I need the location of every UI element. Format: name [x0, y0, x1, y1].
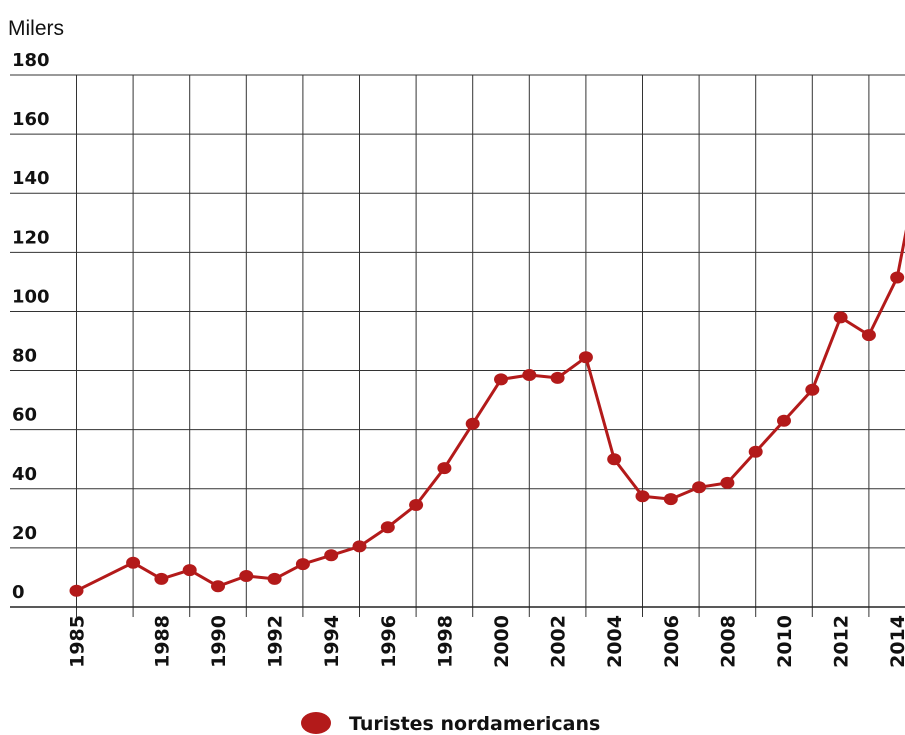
- data-point: [833, 311, 848, 324]
- x-tick-label: 2000: [491, 615, 513, 668]
- x-tick-label: 2010: [774, 615, 796, 668]
- data-point: [663, 493, 678, 506]
- x-tick-label: 2004: [604, 615, 626, 668]
- y-tick-label: 180: [12, 50, 50, 71]
- series-layer: [69, 229, 905, 597]
- data-point: [777, 414, 791, 427]
- y-tick-label: 120: [12, 227, 50, 248]
- vertical-gridlines: [76, 75, 870, 617]
- legend-label: Turistes nordamericans: [349, 713, 600, 735]
- data-point: [295, 558, 310, 571]
- data-point: [550, 371, 565, 384]
- data-point: [324, 549, 339, 562]
- x-tick-label: 1998: [434, 615, 456, 668]
- y-axis-unit-label: Milers: [8, 17, 64, 40]
- data-point: [437, 462, 452, 475]
- data-point: [692, 481, 707, 494]
- x-tick-label: 2006: [661, 615, 683, 668]
- data-point: [748, 445, 763, 458]
- data-point: [267, 572, 282, 585]
- x-tick-label: 1994: [321, 615, 343, 668]
- data-point: [69, 584, 84, 597]
- y-tick-label: 100: [12, 286, 50, 307]
- x-tick-label: 1985: [67, 615, 89, 668]
- legend-marker: [301, 712, 331, 734]
- y-tick-label: 20: [12, 523, 37, 544]
- y-axis-ticks: 0 20 40 60 80 100 120 140 160 180: [12, 50, 50, 603]
- data-point: [211, 580, 225, 593]
- data-point: [239, 570, 254, 582]
- data-point: [890, 271, 905, 284]
- y-tick-label: 160: [12, 109, 50, 130]
- data-point: [720, 476, 735, 489]
- x-tick-label: 2002: [548, 615, 570, 668]
- x-tick-label: 1992: [265, 615, 287, 668]
- x-tick-label: 1990: [208, 615, 230, 668]
- data-point: [352, 540, 367, 553]
- y-tick-label: 0: [12, 582, 25, 603]
- x-tick-label: 1988: [151, 615, 173, 668]
- data-point: [154, 572, 169, 585]
- y-tick-label: 140: [12, 168, 50, 189]
- data-point: [861, 329, 876, 342]
- data-point: [607, 453, 622, 466]
- legend: Turistes nordamericans: [301, 712, 600, 735]
- y-tick-label: 80: [12, 346, 37, 367]
- data-point: [494, 373, 508, 386]
- x-tick-label: 2012: [831, 615, 853, 668]
- x-tick-label: 2008: [717, 615, 739, 668]
- y-tick-label: 60: [12, 405, 37, 426]
- y-tick-label: 40: [12, 464, 37, 485]
- series-line: [75, 229, 905, 593]
- data-point: [465, 417, 480, 430]
- data-point: [126, 556, 141, 569]
- x-tick-label: 2014: [887, 615, 905, 668]
- x-tick-label: 1996: [378, 615, 400, 668]
- data-point: [409, 499, 424, 511]
- horizontal-gridlines: [10, 74, 905, 608]
- x-axis-ticks: 1985 1988 1990 1992 1994 1996 1998 2000 2002 2004…: [67, 615, 905, 668]
- data-point: [635, 490, 650, 503]
- data-point: [380, 521, 395, 534]
- data-point: [522, 369, 537, 381]
- data-point: [578, 351, 593, 364]
- data-point: [182, 564, 197, 577]
- data-point: [805, 383, 820, 396]
